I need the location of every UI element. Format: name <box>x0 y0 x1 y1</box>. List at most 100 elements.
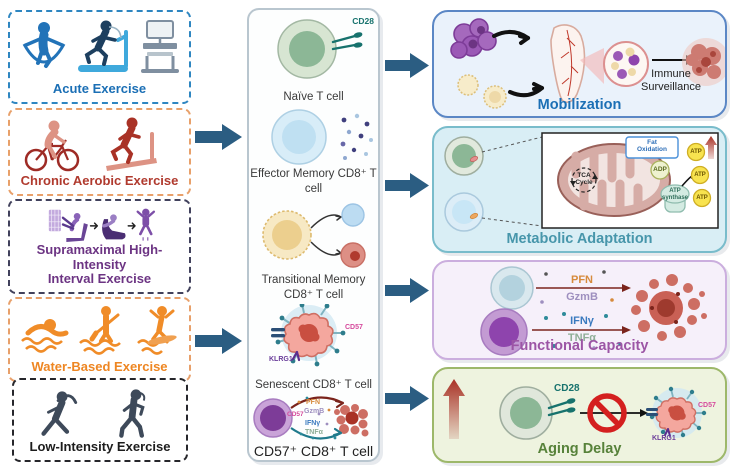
mobilization-title: Mobilization <box>537 97 622 113</box>
panel-chronic-aerobic-exercise: Chronic Aerobic Exercise <box>8 108 191 196</box>
adp-label: ADP <box>653 166 667 173</box>
memory-daughter-cell-icon <box>341 203 365 227</box>
ifng-label: IFNγ <box>305 420 321 427</box>
transitional-memory-cell-icon <box>262 203 366 268</box>
arrow-right-icon <box>89 222 98 230</box>
naive-cluster-icon <box>457 74 507 109</box>
atp-label: ATP <box>690 149 702 155</box>
surfer-icon <box>146 306 177 345</box>
atp-label: ATP <box>694 172 706 178</box>
cd28-marker-label: CD28 <box>554 383 580 394</box>
naive-t-cell-icon <box>277 19 363 79</box>
metabolic-title: Metabolic Adaptation <box>506 231 653 247</box>
t-cell-panel: CD28 Naïve T cell Effector Memory CD8⁺ T… <box>247 8 380 462</box>
low-intensity-icons <box>41 389 146 438</box>
mitochondrion-icon <box>557 143 671 217</box>
low-intensity-label: Low-Intensity Exercise <box>29 439 171 455</box>
target-cell-cluster-icon <box>334 404 369 437</box>
swimmer-icon <box>25 319 68 337</box>
cd28-receptor-icon <box>331 32 363 51</box>
cd8-cell-icon <box>490 266 534 310</box>
arrow-to-aging <box>385 386 429 411</box>
transitional-memory-name-line2: CD8⁺ T cell <box>283 288 344 301</box>
recliner-rest-icon <box>101 214 126 240</box>
effector-daughter-cell-icon <box>340 242 366 268</box>
atp-icon <box>690 165 710 185</box>
functional-illustration <box>480 266 707 356</box>
naive-cell-mito-icon <box>444 136 484 176</box>
cd57-cd8-block: CD57 PFN GzmB IFNγ TNFα CD57⁺ CD8⁺ T cel… <box>249 394 378 460</box>
cd28-receptor-icon <box>547 398 576 417</box>
effector-memory-name: Effector Memory CD8⁺ T cell <box>250 168 377 195</box>
monitor-cart-icon <box>140 20 179 73</box>
aging-title: Aging Delay <box>537 441 622 457</box>
panel-metabolic-adaptation: Fat Oxidation TCA Cycle ADP ATP synthase… <box>432 126 727 253</box>
senescent-cell-name: Senescent CD8⁺ T cell <box>255 378 372 391</box>
tnfa-label: TNFα <box>305 429 323 436</box>
supramaximal-label: Supramaximal High-Intensity Interval Exe… <box>10 243 189 292</box>
jump-rope-icon <box>22 22 65 68</box>
cyclist-icon <box>24 120 79 172</box>
water-based-label: Water-Based Exercise <box>31 359 168 375</box>
panel-supramaximal-hiit: Supramaximal High-Intensity Interval Exe… <box>8 199 191 294</box>
arrow-to-metabolic <box>385 173 429 198</box>
cd28-marker-label: CD28 <box>352 16 374 26</box>
adp-icon <box>650 160 670 180</box>
atp-icon <box>692 188 712 208</box>
magnifier-wedge-icon <box>580 48 604 84</box>
tumor-icon <box>682 38 725 86</box>
stretching-person-icon <box>41 391 78 436</box>
secretion-dots-icon <box>297 396 337 440</box>
cd57-cd8-cell-name: CD57⁺ CD8⁺ T cell <box>253 442 374 459</box>
supramaximal-label-line2: Interval Exercise <box>47 271 152 287</box>
cd57-marker-label: CD57 <box>698 402 716 409</box>
fat-line2: Oxidation <box>637 146 667 154</box>
functional-title: Functional Capacity <box>510 338 649 354</box>
up-arrow-icon <box>705 136 717 159</box>
gzmb-label: GzmB <box>304 408 325 415</box>
fat-oxidation-box <box>625 136 679 159</box>
granule-dots-icon <box>340 113 373 160</box>
arm-vasculature-icon <box>550 24 586 103</box>
pfn-label: PFN <box>306 399 320 406</box>
immune-surveillance-line2: Surveillance <box>641 80 701 93</box>
transitional-memory-name: Transitional Memory CD8⁺ T cell <box>249 273 378 302</box>
arrow-right-icon <box>127 222 136 230</box>
gzmb-label: GzmB <box>566 291 598 303</box>
zoom-dashed-lines <box>481 136 543 227</box>
blood-cells-circle-icon <box>603 41 649 87</box>
naive-cell-icon <box>499 386 553 440</box>
fat-oxidation-label: Fat Oxidation <box>626 139 678 154</box>
arrow-to-functional <box>385 278 429 303</box>
klrg1-receptor-icon <box>291 350 301 362</box>
chronic-aerobic-label: Chronic Aerobic Exercise <box>20 173 179 189</box>
atp-icon <box>686 142 706 162</box>
navy-receptor-icon <box>271 328 285 338</box>
klrg1-marker-label: KLRG1 <box>269 356 293 363</box>
spike-receptors-icon <box>277 304 343 365</box>
panel-aging-delay: CD28 CD57 KLRG1 Aging Delay <box>432 367 727 463</box>
atp-synthase-icon <box>660 184 690 213</box>
cd57-marker-label: CD57 <box>345 324 363 331</box>
effector-memory-block: Effector Memory CD8⁺ T cell <box>249 106 378 196</box>
acute-exercise-label: Acute Exercise <box>52 81 147 97</box>
acute-exercise-icons <box>22 20 179 73</box>
naive-t-cell-name: Naïve T cell <box>283 90 344 103</box>
arrow-to-mobilization <box>385 53 429 78</box>
senescent-cell-icon <box>271 304 346 367</box>
pfn-label: PFN <box>571 274 593 286</box>
walking-person-icon <box>119 389 146 438</box>
cd57-marker-label: CD57 <box>287 411 304 418</box>
panel-water-based-exercise: Water-Based Exercise <box>8 297 191 382</box>
cd57-cd8-cell-icon <box>253 396 369 440</box>
effector-memory-cell-icon <box>271 109 373 165</box>
aging-illustration <box>443 379 707 440</box>
arrow-left-to-middle-bottom <box>195 328 242 354</box>
tnfa-label: TNFα <box>567 332 597 344</box>
immune-surveillance-line1: Immune <box>651 68 691 80</box>
water-based-icons <box>20 306 177 355</box>
leg-press-machine-icon <box>48 209 88 243</box>
transitional-memory-block: Transitional Memory CD8⁺ T cell <box>249 198 378 302</box>
lymphocyte-cluster-icon <box>450 18 497 59</box>
waves-icon <box>20 337 169 355</box>
